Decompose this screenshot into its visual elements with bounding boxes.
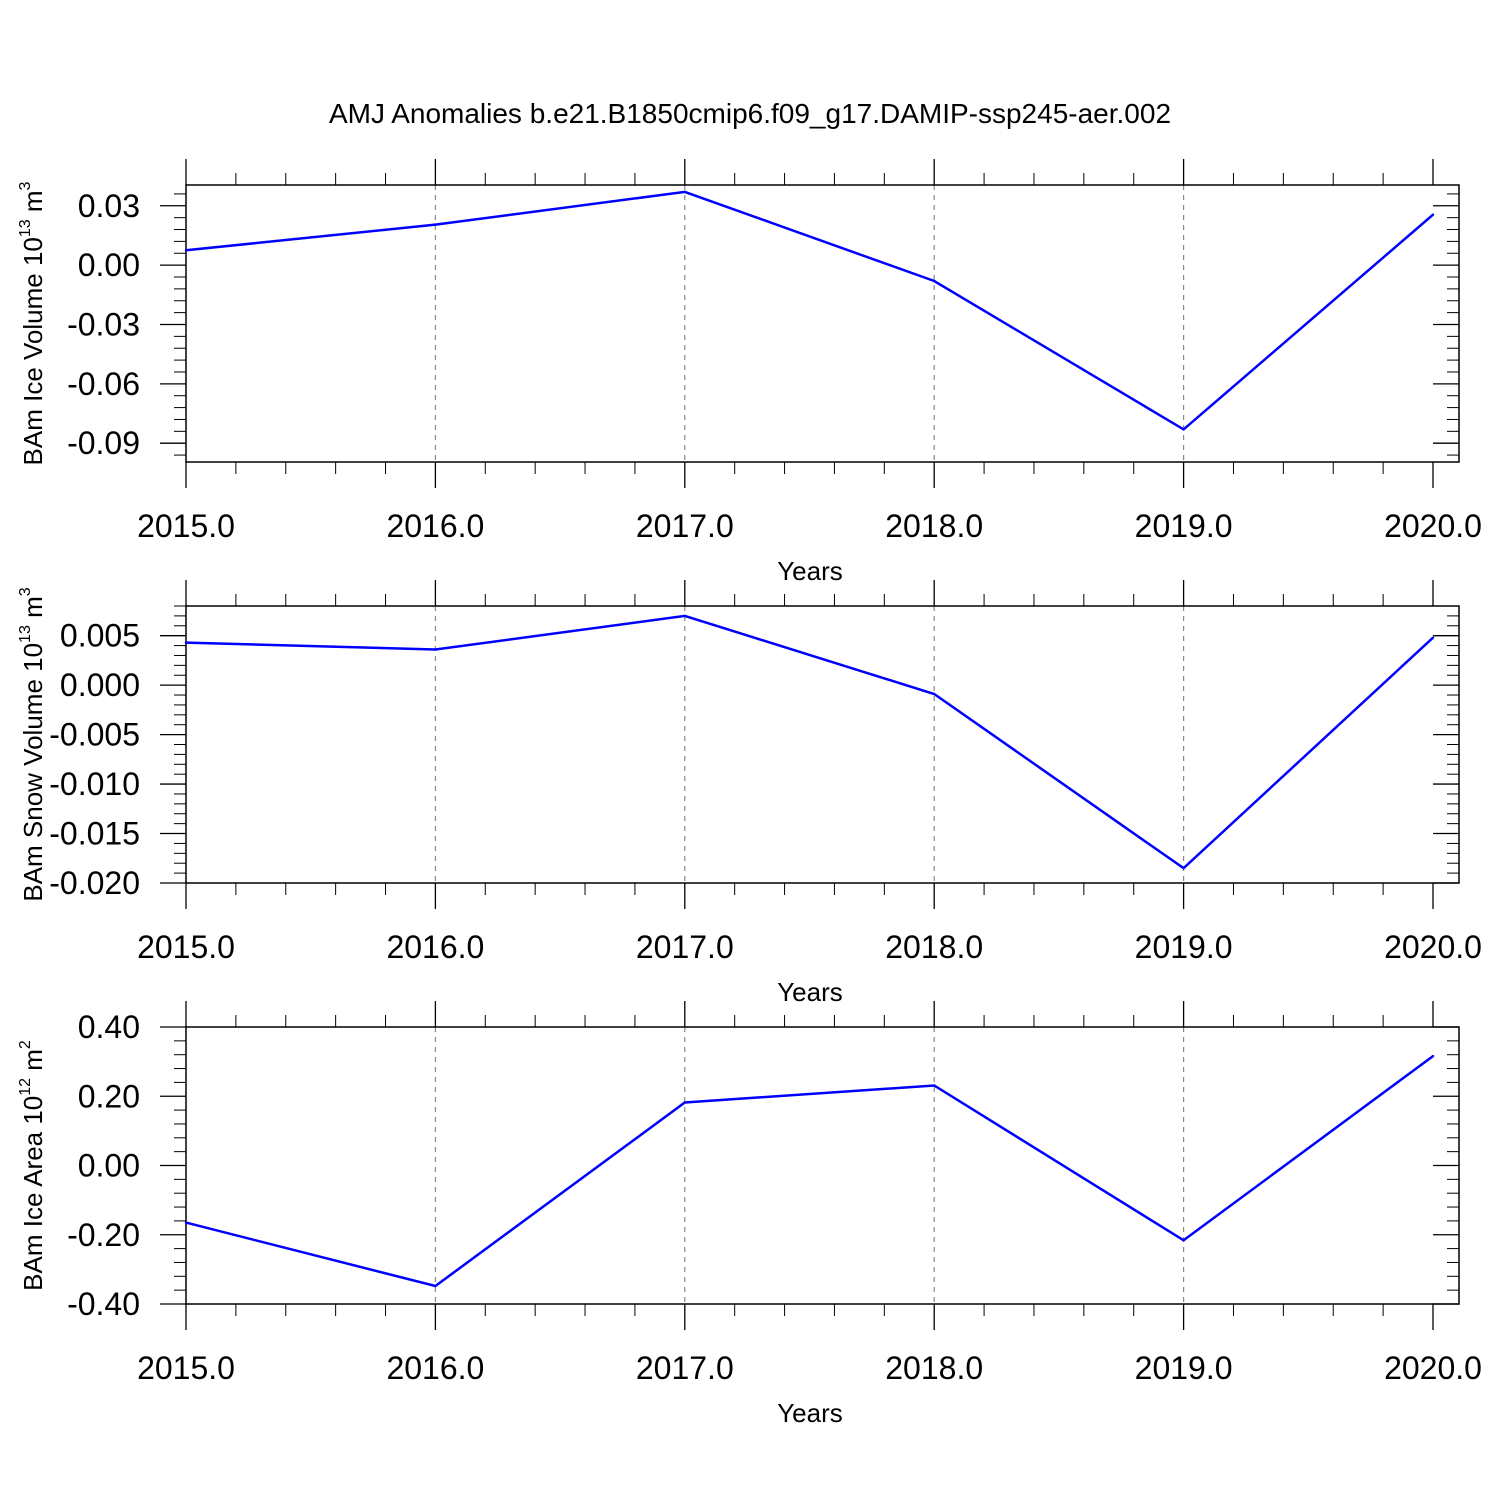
y-axis-label: BAm Snow Volume 1013 m3 [17, 587, 48, 901]
y-axis-label-exponent: 13 [17, 219, 34, 237]
series-line [185, 190, 1434, 431]
x-tick-label: 2019.0 [1135, 1350, 1233, 1386]
data-point [1431, 636, 1435, 639]
data-point [1431, 213, 1435, 216]
data-point [933, 1084, 936, 1087]
y-tick-label: 0.20 [78, 1078, 140, 1114]
y-tick-label: -0.09 [67, 425, 140, 461]
y-tick-label: -0.015 [49, 816, 140, 852]
x-tick-label: 2020.0 [1384, 1350, 1482, 1386]
x-axis-label: Years [777, 1398, 843, 1428]
data-point [184, 641, 188, 644]
y-tick-label: 0.03 [78, 188, 140, 224]
x-tick-label: 2020.0 [1384, 508, 1482, 544]
y-axis-label-unit: m [18, 596, 48, 625]
x-tick-label: 2017.0 [636, 508, 734, 544]
data-point [1182, 428, 1185, 431]
y-tick-label: 0.00 [78, 1148, 140, 1184]
x-tick-label: 2015.0 [137, 1350, 235, 1386]
y-tick-label: -0.40 [67, 1286, 140, 1322]
series-line [185, 614, 1434, 870]
panel-3: 0.40 0.20 0.00 -0.20 -0.40 2015.0 2016.0 2017.0… [17, 1001, 1482, 1428]
y-tick-label: 0.005 [60, 618, 140, 654]
x-tick-label: 2019.0 [1135, 929, 1233, 965]
panels: 0.03 0.00 -0.03 -0.06 -0.09 2015.0 2016.0 2017.… [17, 159, 1482, 1428]
y-axis-label-unit-exponent: 3 [17, 587, 34, 596]
y-tick-label: 0.40 [78, 1009, 140, 1045]
data-point [434, 648, 437, 651]
data-point [933, 692, 936, 696]
y-axis-label-main: BAm Snow Volume 10 [18, 643, 48, 902]
data-point [683, 614, 686, 618]
data-point [434, 1284, 437, 1288]
x-tick-label: 2018.0 [885, 1350, 983, 1386]
x-tick-label: 2018.0 [885, 929, 983, 965]
data-point [1182, 1239, 1185, 1242]
y-tick-label: -0.020 [49, 865, 140, 901]
y-axis-label-unit: m [18, 1049, 48, 1078]
panel-2: 0.005 0.000 -0.005 -0.010 -0.015 -0.020 2015.0… [17, 580, 1482, 1007]
x-tick-label: 2018.0 [885, 508, 983, 544]
series-line [185, 1055, 1434, 1288]
panel-1: 0.03 0.00 -0.03 -0.06 -0.09 2015.0 2016.0 2017.… [17, 159, 1482, 586]
data-point [1431, 1054, 1435, 1058]
y-tick-label: -0.005 [49, 717, 140, 753]
data-point [434, 223, 437, 226]
data-point [184, 1221, 188, 1224]
y-axis-label-exponent: 13 [17, 625, 34, 643]
y-axis-label-unit-exponent: 3 [17, 181, 34, 190]
x-tick-label: 2016.0 [386, 508, 484, 544]
y-axis-label: BAm Ice Volume 1013 m3 [17, 181, 48, 465]
data-point [1182, 866, 1185, 870]
data-point [184, 249, 188, 252]
x-tick-label: 2016.0 [386, 929, 484, 965]
x-tick-label: 2015.0 [137, 929, 235, 965]
x-tick-label: 2020.0 [1384, 929, 1482, 965]
y-tick-label: 0.000 [60, 667, 140, 703]
y-tick-label: -0.010 [49, 766, 140, 802]
x-axis-label: Years [777, 556, 843, 586]
y-axis-label-main: BAm Ice Area 10 [18, 1096, 48, 1291]
x-tick-label: 2017.0 [636, 1350, 734, 1386]
chart-title: AMJ Anomalies b.e21.B1850cmip6.f09_g17.D… [329, 98, 1171, 129]
y-tick-label: -0.06 [67, 366, 140, 402]
data-point [933, 279, 936, 283]
y-tick-label: 0.00 [78, 247, 140, 283]
data-point [683, 1101, 686, 1104]
x-tick-label: 2016.0 [386, 1350, 484, 1386]
x-tick-label: 2017.0 [636, 929, 734, 965]
y-tick-label: -0.20 [67, 1217, 140, 1253]
y-axis-label: BAm Ice Area 1012 m2 [17, 1040, 48, 1291]
x-tick-label: 2015.0 [137, 508, 235, 544]
y-axis-label-main: BAm Ice Volume 10 [18, 237, 48, 465]
y-tick-label: -0.03 [67, 306, 140, 342]
plot-frame [185, 184, 1460, 463]
data-point [683, 190, 686, 194]
x-axis-label: Years [777, 977, 843, 1007]
y-axis-label-unit-exponent: 2 [17, 1040, 34, 1049]
y-axis-label-exponent: 12 [17, 1078, 34, 1096]
y-axis-label-unit: m [18, 190, 48, 219]
plot-frame [185, 1026, 1460, 1305]
x-tick-label: 2019.0 [1135, 508, 1233, 544]
